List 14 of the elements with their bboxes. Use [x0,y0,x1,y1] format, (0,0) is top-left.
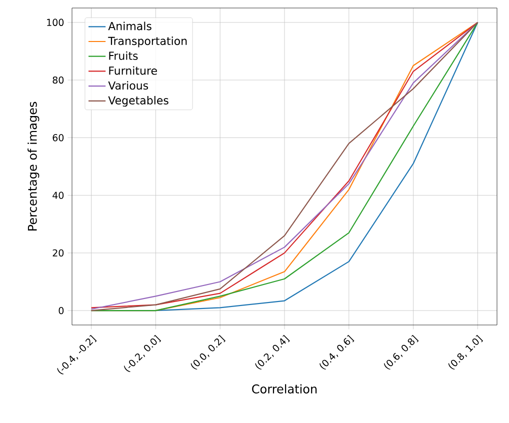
y-tick-label: 20 [52,249,64,257]
legend-label: Fruits [109,51,138,60]
y-tick-label: 60 [52,134,64,142]
y-tick-label: 0 [58,306,64,314]
legend-label: Transportation [108,36,187,48]
legend-label: Furniture [109,66,157,75]
legend-label: Various [108,81,148,90]
legend-label: Animals [108,22,152,30]
y-axis-title: Percentage of images [28,102,40,230]
y-tick-label: 80 [52,76,64,84]
y-tick-label: 100 [47,18,64,26]
x-axis-title: Correlation [252,384,317,394]
y-tick-label: 40 [52,192,64,199]
legend-label: Vegetables [108,96,168,107]
